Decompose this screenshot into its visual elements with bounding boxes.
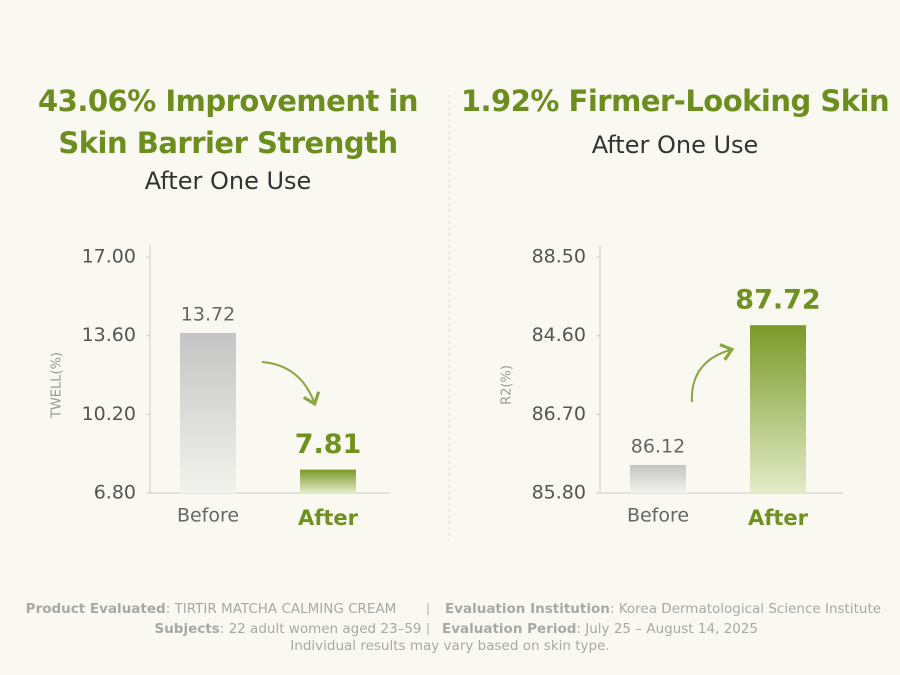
y-tick-label: 10.20 (82, 403, 136, 425)
y-tick-label: 85.80 (532, 482, 586, 504)
footer-value: : Korea Dermatological Science Institute (610, 601, 881, 617)
y-tick-label: 84.60 (532, 324, 586, 346)
arrow (261, 361, 321, 407)
value-label: 86.12 (631, 436, 685, 458)
y-tick-label: 88.50 (532, 246, 586, 268)
y-tick-label: 17.00 (82, 246, 136, 268)
footer-label: Evaluation Period (442, 621, 576, 637)
footer-label: Evaluation Institution (445, 601, 610, 617)
bar (300, 469, 356, 493)
footer-text: Product Evaluated: TIRTIR MATCHA CALMING… (26, 601, 397, 617)
x-tick-label: Before (627, 505, 689, 527)
y-tick-label: 86.70 (532, 403, 586, 425)
y-tick-label: 6.80 (94, 482, 136, 504)
x-tick-label: After (748, 506, 809, 530)
footer-label: Subjects (154, 621, 219, 637)
footer-text: Evaluation Institution: Korea Dermatolog… (445, 601, 881, 617)
bar (750, 325, 806, 493)
chart-title: 1.92% Firmer-Looking Skin (461, 84, 889, 118)
x-tick-label: Before (177, 505, 239, 527)
footer-text: Subjects: 22 adult women aged 23–59 (154, 621, 421, 637)
footer-value: : 22 adult women aged 23–59 (220, 621, 422, 637)
y-axis-label: TWELL(%) (50, 352, 65, 419)
footer-text: Evaluation Period: July 25 – August 14, … (442, 621, 758, 637)
footer-value: : TIRTIR MATCHA CALMING CREAM (166, 601, 397, 617)
value-label: 13.72 (181, 303, 235, 325)
footer-note: Individual results may vary based on ski… (290, 638, 609, 654)
footer-value: : July 25 – August 14, 2025 (576, 621, 758, 637)
value-label: 7.81 (295, 429, 362, 460)
chart-title: 43.06% Improvement in (38, 84, 418, 118)
chart-subtitle: After One Use (145, 167, 312, 195)
bar (180, 332, 236, 493)
y-tick-label: 13.60 (82, 324, 136, 346)
x-tick-label: After (298, 506, 359, 530)
arrow (690, 343, 735, 403)
footer-label: Product Evaluated (26, 601, 166, 617)
chart-subtitle: After One Use (592, 131, 759, 159)
value-label: 87.72 (735, 285, 820, 316)
chart-title: Skin Barrier Strength (58, 126, 397, 160)
y-axis-label: R2(%) (500, 365, 515, 405)
bar (630, 465, 686, 493)
